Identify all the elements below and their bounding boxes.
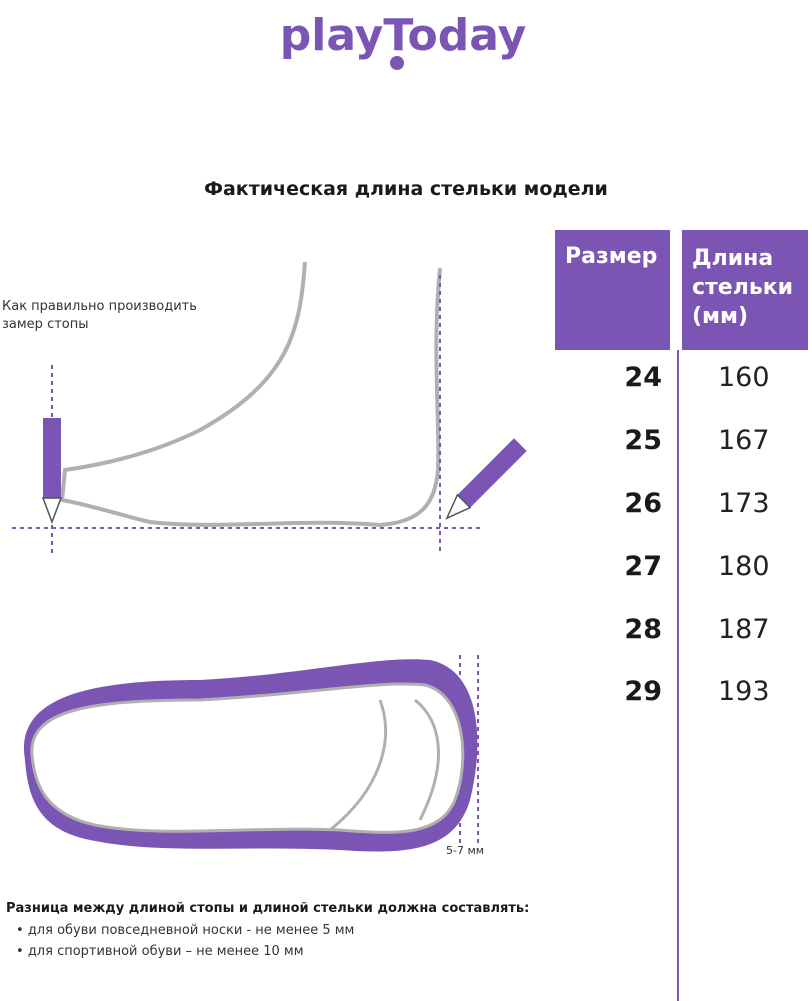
note-item: • для спортивной обуви – не менее 10 мм <box>16 944 304 959</box>
note-heading: Разница между длиной стопы и длиной стел… <box>6 901 530 916</box>
length-cell: 160 <box>718 362 770 393</box>
instruction-line: Как правильно производить <box>2 299 197 314</box>
pencil-icon <box>445 438 527 520</box>
fit-note: Разница между длиной стопы и длиной стел… <box>6 901 529 962</box>
length-cell: 187 <box>718 614 770 645</box>
size-cell: 29 <box>624 676 662 707</box>
divider <box>677 350 679 1001</box>
playtoday-logo: playToday <box>280 10 527 70</box>
header-line: Длина <box>692 246 774 271</box>
pencil-icon <box>41 418 63 525</box>
size-cell: 24 <box>624 362 662 393</box>
page-title: Фактическая длина стельки модели <box>204 178 608 200</box>
length-cell: 193 <box>718 676 770 707</box>
instruction-line: замер стопы <box>2 317 89 332</box>
size-header: Размер <box>555 230 670 350</box>
svg-text:playToday: playToday <box>280 10 527 61</box>
length-cell: 167 <box>718 425 770 456</box>
size-cell: 28 <box>624 614 662 645</box>
length-cell: 180 <box>718 551 770 582</box>
gap-label: 5-7 мм <box>446 844 485 857</box>
header-line: (мм) <box>692 304 749 329</box>
note-item: • для обуви повседневной носки - не мене… <box>16 923 355 938</box>
note-item-text: для обуви повседневной носки - не менее … <box>27 923 355 938</box>
header-line: стельки <box>692 275 794 300</box>
size-cell: 27 <box>624 551 662 582</box>
size-cell: 25 <box>624 425 662 456</box>
note-item-text: для спортивной обуви – не менее 10 мм <box>27 944 304 959</box>
length-cell: 173 <box>718 488 770 519</box>
length-header: Длина стельки (мм) <box>682 230 808 350</box>
size-cell: 26 <box>624 488 662 519</box>
measure-instructions: Как правильно производить замер стопы <box>2 298 197 334</box>
